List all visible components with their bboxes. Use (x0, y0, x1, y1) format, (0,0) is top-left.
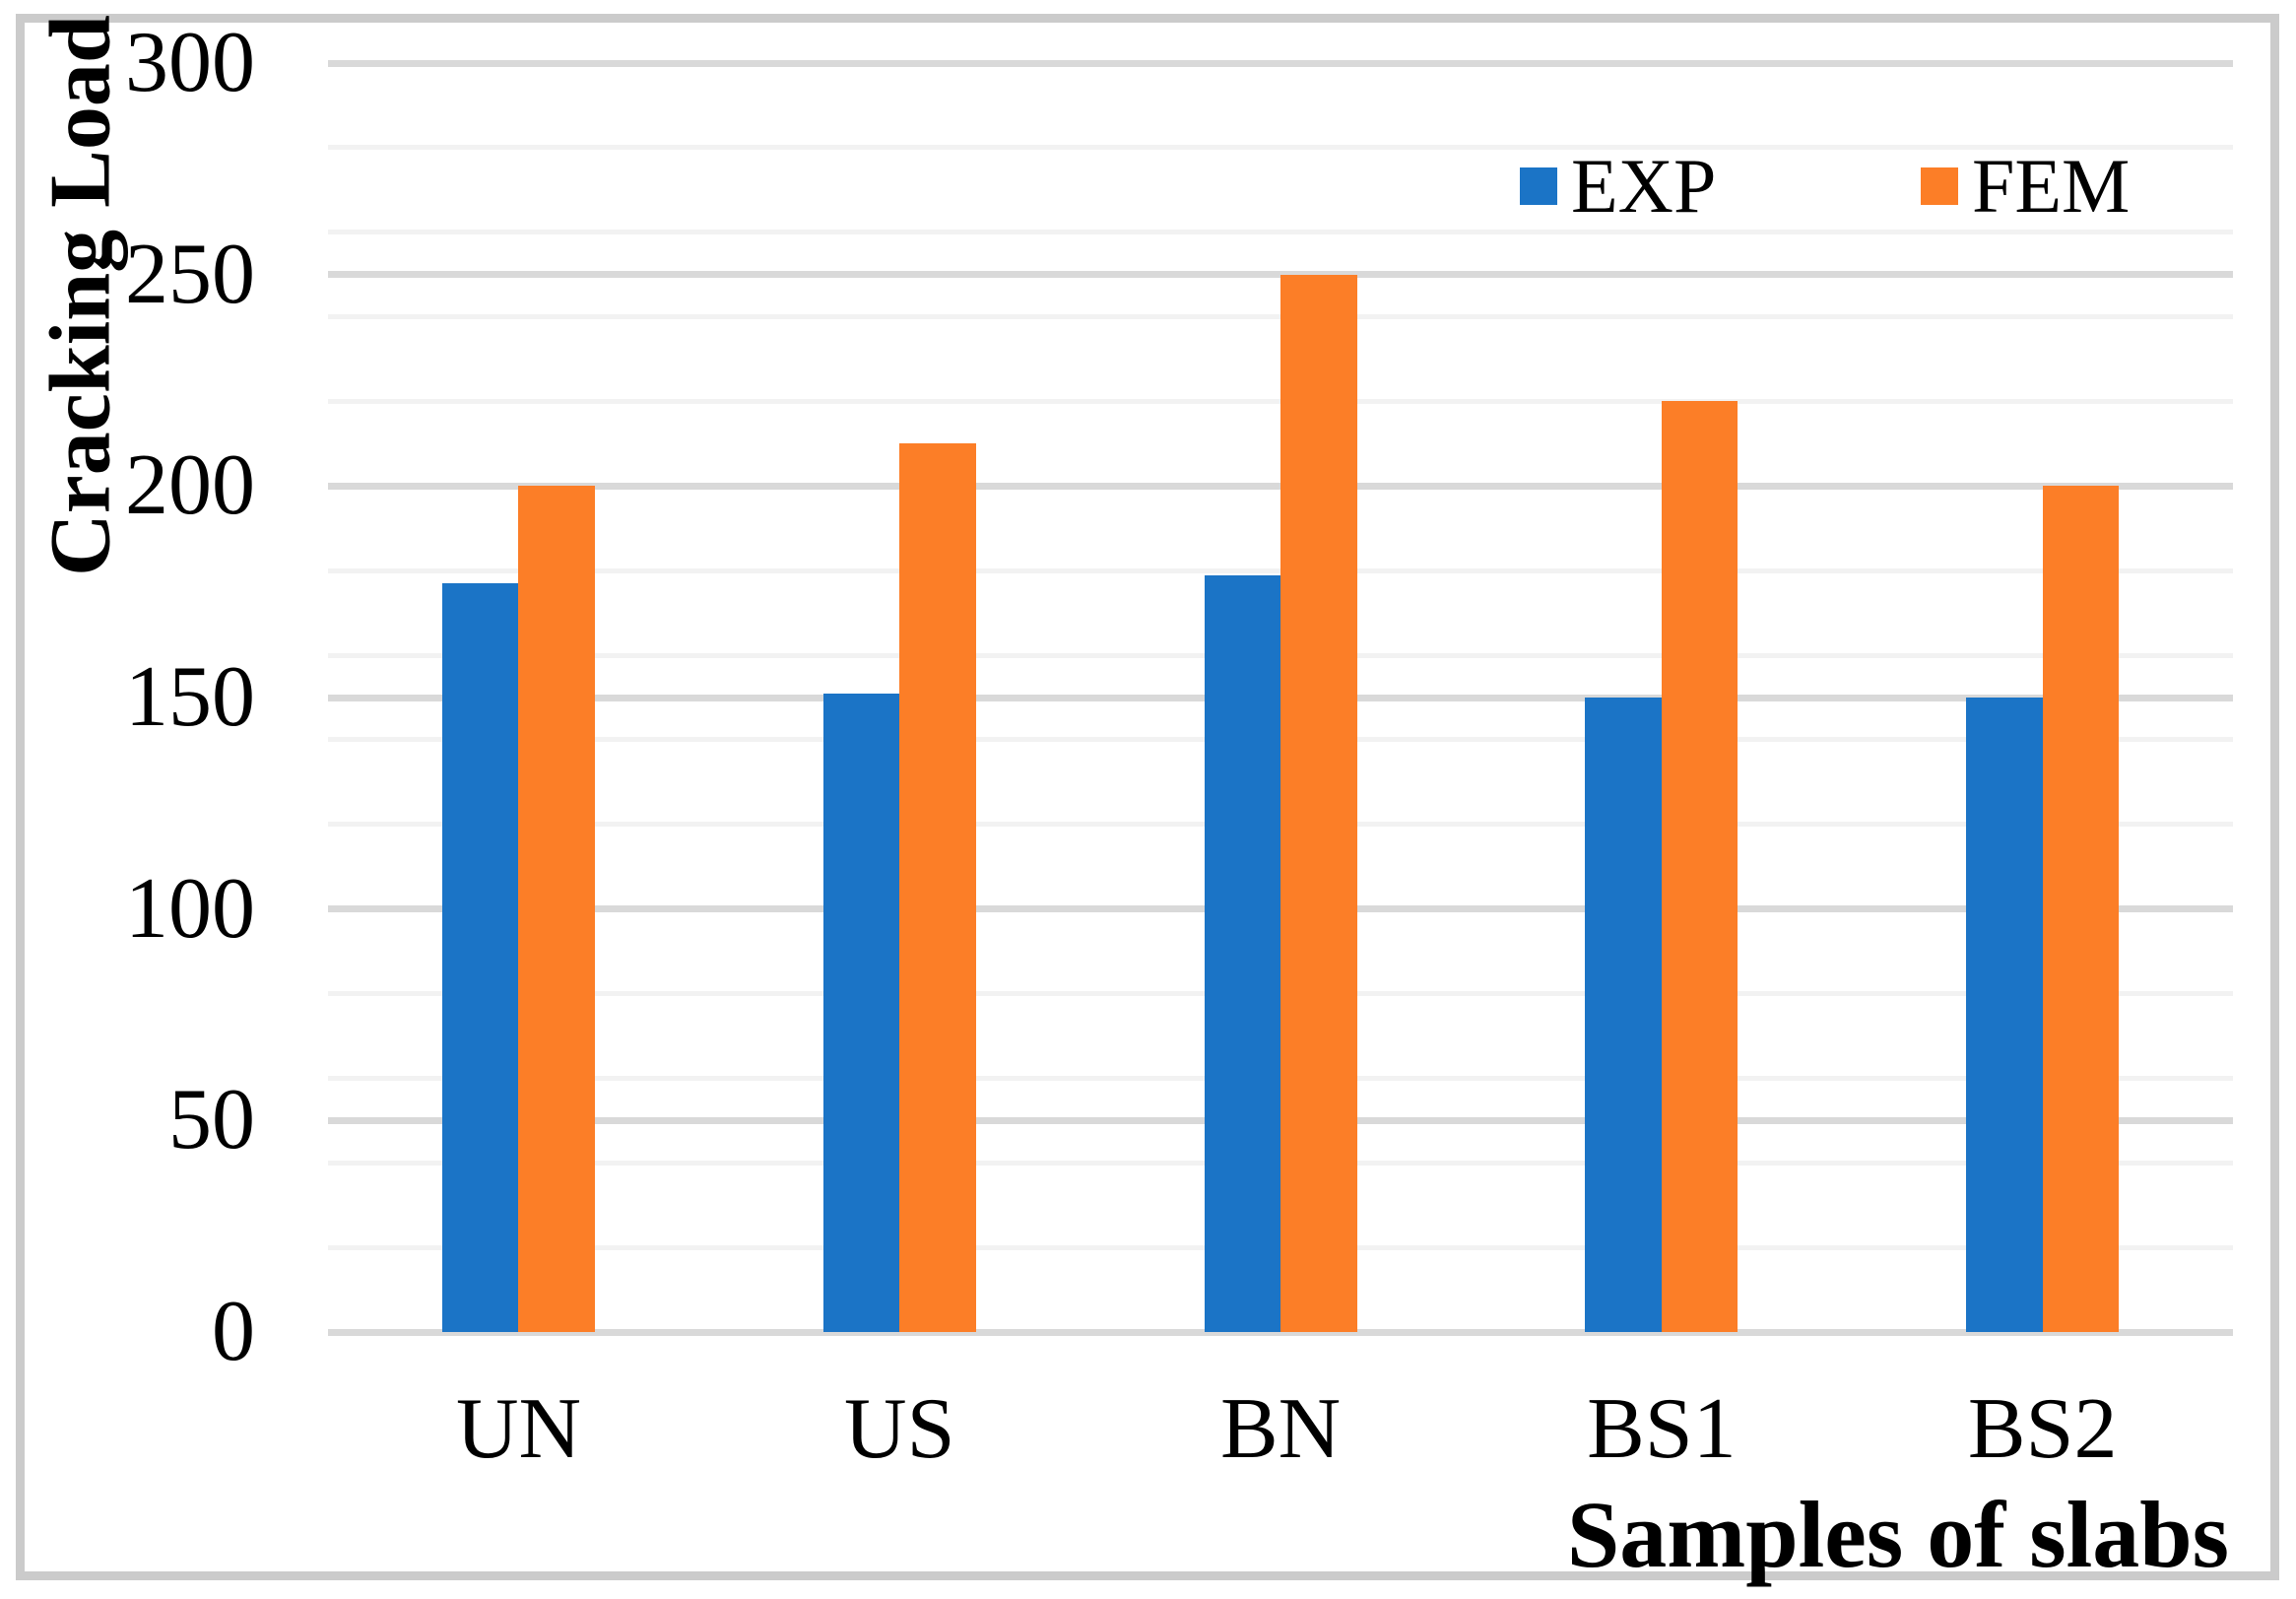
legend-label-exp: EXP (1571, 143, 1717, 229)
gridline-major-0 (328, 1328, 2233, 1336)
bar-exp-un (441, 583, 519, 1332)
bar-exp-bn (1204, 574, 1280, 1332)
y-tick-label-100: 100 (125, 860, 255, 957)
x-category-label-bs1: BS1 (1587, 1381, 1737, 1477)
bar-exp-bs2 (1966, 698, 2043, 1332)
bar-fem-us (899, 443, 976, 1332)
bar-fem-bn (1280, 274, 1357, 1332)
gridline-major-300 (328, 59, 2233, 67)
legend-swatch-exp (1520, 167, 1557, 205)
gridline-major-250 (328, 271, 2233, 279)
y-tick-label-50: 50 (168, 1072, 255, 1168)
y-tick-label-200: 200 (125, 437, 255, 534)
legend-label-fem: FEM (1972, 143, 2131, 229)
y-tick-label-0: 0 (212, 1284, 255, 1379)
gridline-minor-280 (328, 145, 2233, 151)
y-tick-label-250: 250 (125, 226, 255, 322)
gridline-minor-260 (328, 230, 2233, 235)
chart-border (16, 14, 2279, 1580)
legend-item-exp: EXP (1520, 148, 1716, 225)
y-tick-label-300: 300 (125, 15, 255, 110)
legend-swatch-fem (1921, 167, 1958, 205)
y-tick-label-150: 150 (125, 649, 255, 745)
bar-exp-bs1 (1585, 698, 1662, 1332)
x-axis-title: Samples of slabs (1566, 1482, 2229, 1587)
bar-fem-bs2 (2042, 486, 2120, 1332)
legend-item-fem: FEM (1921, 148, 2130, 225)
bar-exp-us (822, 693, 900, 1332)
x-category-label-bs2: BS2 (1967, 1381, 2118, 1477)
x-category-label-us: US (844, 1381, 955, 1477)
bar-fem-bs1 (1661, 401, 1738, 1332)
plot-area (328, 59, 2233, 1336)
x-category-label-bn: BN (1219, 1381, 1342, 1477)
bar-fem-un (518, 486, 595, 1332)
x-category-label-un: UN (455, 1381, 582, 1477)
